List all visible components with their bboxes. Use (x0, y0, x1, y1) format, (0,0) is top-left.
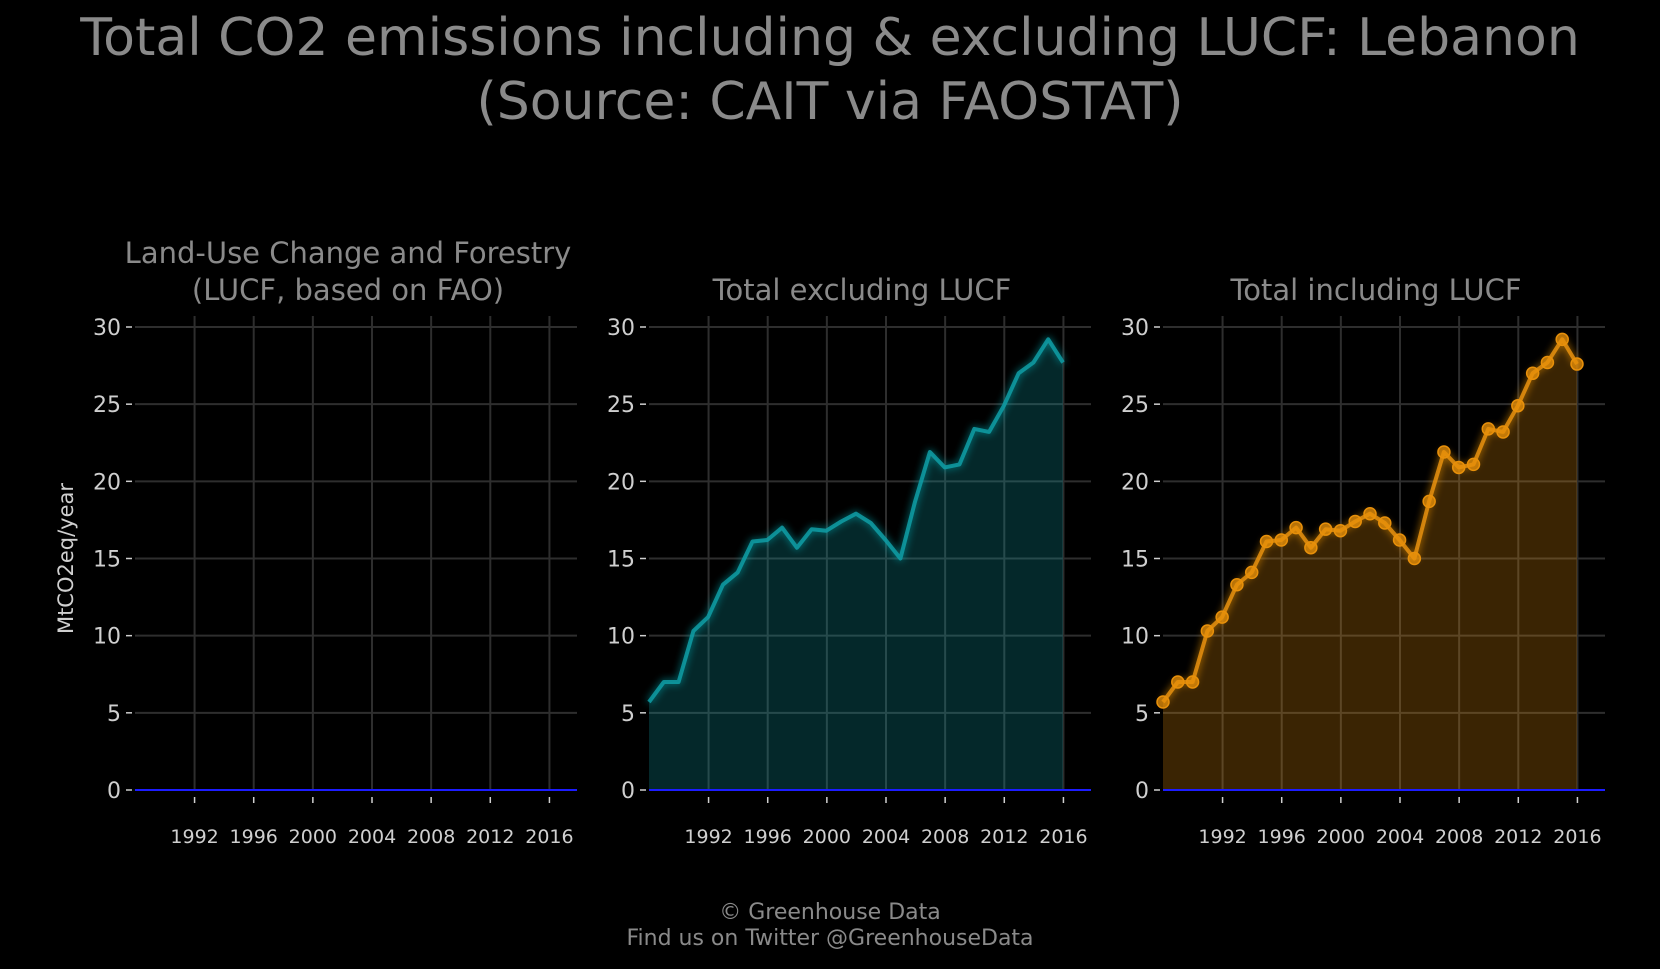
y-tick-label: 30 (607, 316, 635, 341)
data-point (1200, 624, 1215, 638)
y-tick-label: 15 (93, 548, 121, 573)
series-area (1163, 339, 1577, 790)
y-tick-label: 0 (1135, 779, 1149, 804)
x-tick-label: 2016 (525, 826, 573, 848)
y-tick-label: 25 (93, 393, 121, 418)
data-point (1156, 695, 1170, 709)
y-tick-label: 0 (107, 779, 121, 804)
y-tick-label: 5 (107, 702, 121, 727)
data-point (1289, 520, 1303, 535)
chart-title: Total CO2 emissions including & excludin… (0, 6, 1660, 134)
subplot-1: Land-Use Change and Forestry(LUCF, based… (54, 236, 577, 848)
chart-title-line-2: (Source: CAIT via FAOSTAT) (476, 72, 1184, 132)
subplot-3: Total including LUCF 0 5 10 15 20 25 30 1992 1996… (1121, 273, 1605, 848)
data-point (1378, 516, 1392, 530)
y-tick-label: 15 (607, 548, 635, 573)
y-tick-label: 0 (621, 779, 635, 804)
data-point (1481, 422, 1496, 436)
data-point (1511, 398, 1525, 413)
subplot-2: Total excluding LUCF 0 5 10 15 20 25 30 1992 1996… (607, 273, 1091, 848)
chart-title-line-1: Total CO2 emissions including & excludin… (80, 8, 1580, 68)
x-tick-label: 2012 (466, 826, 514, 848)
x-tick-label: 1992 (684, 826, 732, 848)
y-tick-label: 25 (607, 393, 635, 418)
x-tick-label: 2008 (407, 826, 455, 848)
x-tick-label: 2004 (1376, 826, 1424, 848)
credits-line-1: © Greenhouse Data (719, 900, 941, 925)
y-tick-label: 20 (93, 470, 121, 495)
x-tick-label: 1996 (1258, 826, 1306, 848)
data-point (1348, 514, 1362, 529)
x-tick-label: 2016 (1553, 826, 1601, 848)
data-point (1555, 332, 1569, 347)
x-tick-label: 1996 (230, 826, 278, 848)
subplot-title: Total excluding LUCF (712, 273, 1012, 307)
data-point (1363, 506, 1377, 521)
y-tick-label: 30 (93, 316, 121, 341)
x-tick-label: 2012 (1494, 826, 1542, 848)
y-tick-label: 30 (1121, 316, 1149, 341)
y-tick-label: 25 (1121, 393, 1149, 418)
y-axis-label: MtCO2eq/year (54, 483, 78, 634)
data-point (1274, 533, 1289, 547)
x-tick-label: 1996 (744, 826, 792, 848)
data-point (1333, 523, 1348, 538)
data-point (1437, 445, 1451, 459)
y-tick-label: 5 (1135, 702, 1149, 727)
x-tick-label: 1992 (1198, 826, 1246, 848)
data-point (1407, 551, 1422, 566)
x-tick-label: 2000 (803, 826, 851, 848)
x-tick-label: 2016 (1039, 826, 1087, 848)
y-tick-label: 10 (93, 625, 121, 650)
data-point (1525, 366, 1540, 381)
data-point (1215, 610, 1229, 624)
data-point (1244, 565, 1259, 580)
y-tick-label: 20 (1121, 470, 1149, 495)
x-tick-label: 2008 (1435, 826, 1483, 848)
data-point (1496, 425, 1510, 439)
data-point (1392, 533, 1407, 547)
data-point (1466, 457, 1481, 472)
data-point (1171, 675, 1185, 689)
subplot-title: Total including LUCF (1229, 273, 1521, 307)
data-point (1318, 522, 1333, 536)
credits-line-2: Find us on Twitter @GreenhouseData (626, 926, 1034, 951)
data-point (1259, 534, 1274, 549)
data-point (1451, 460, 1466, 475)
x-tick-label: 2008 (921, 826, 969, 848)
x-tick-label: 2012 (980, 826, 1028, 848)
subplot-title: Land-Use Change and Forestry (125, 236, 572, 270)
y-tick-label: 20 (607, 470, 635, 495)
credits: © Greenhouse Data Find us on Twitter @Gr… (0, 900, 1660, 952)
data-point (1570, 357, 1584, 371)
data-point (1185, 675, 1200, 689)
x-tick-label: 2004 (348, 826, 396, 848)
subplot-title: (LUCF, based on FAO) (192, 273, 504, 307)
series-line (647, 337, 1065, 704)
y-tick-label: 15 (1121, 548, 1149, 573)
y-tick-label: 5 (621, 702, 635, 727)
data-point (1230, 577, 1244, 592)
data-point (1422, 494, 1436, 509)
y-tick-label: 10 (1121, 625, 1149, 650)
series-area (649, 339, 1063, 790)
x-tick-label: 2000 (1317, 826, 1365, 848)
y-tick-label: 10 (607, 625, 635, 650)
x-tick-label: 1992 (170, 826, 218, 848)
data-point (1540, 355, 1555, 370)
x-tick-label: 2000 (289, 826, 337, 848)
data-point (1304, 540, 1318, 555)
x-tick-label: 2004 (862, 826, 910, 848)
